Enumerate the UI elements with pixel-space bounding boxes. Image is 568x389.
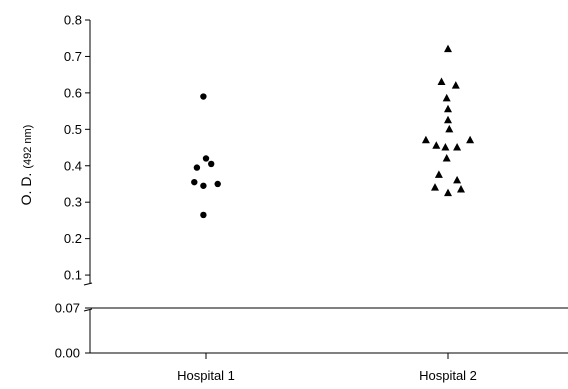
data-point-circle xyxy=(200,93,207,100)
y-tick-label: 0.2 xyxy=(64,231,82,246)
data-point-triangle xyxy=(457,184,465,193)
data-point-triangle xyxy=(444,104,452,113)
y-tick-label: 0.07 xyxy=(55,301,80,316)
axes xyxy=(83,20,568,354)
y-tick-label: 0.1 xyxy=(64,268,82,283)
y-tick-label: 0.00 xyxy=(55,346,80,361)
data-point-triangle xyxy=(421,135,430,144)
data-point-circle xyxy=(191,178,198,186)
data-point-circle xyxy=(193,164,201,171)
data-point-triangle xyxy=(445,124,454,133)
data-point-triangle xyxy=(442,93,451,102)
data-point-circle xyxy=(202,155,210,162)
y-axis-label-main: O. D. xyxy=(18,173,34,206)
data-point-triangle xyxy=(466,135,475,144)
x-categories: Hospital 1 Hospital 2 xyxy=(177,353,477,383)
y-axis-label-unit: (492 nm) xyxy=(22,125,34,169)
data-point-triangle xyxy=(441,143,450,151)
y-tick-label: 0.4 xyxy=(64,158,82,173)
y-ticks-lower: 0.00 0.07 xyxy=(55,301,90,361)
data-point-triangle xyxy=(434,170,443,178)
data-point-triangle xyxy=(444,188,452,197)
data-point-triangle xyxy=(451,81,460,89)
data-point-triangle xyxy=(453,175,462,184)
y-tick-label: 0.3 xyxy=(64,195,82,210)
data-point-triangle xyxy=(431,183,439,191)
x-category-label: Hospital 1 xyxy=(177,368,235,383)
y-tick-label: 0.6 xyxy=(64,85,82,100)
data-point-circle xyxy=(214,180,221,188)
data-point-triangle xyxy=(437,77,446,85)
data-point-triangle xyxy=(453,143,462,151)
y-axis-label: O. D. (492 nm) xyxy=(18,125,34,206)
x-category-label: Hospital 2 xyxy=(419,368,477,383)
data-point-triangle xyxy=(442,153,451,162)
axis-break-lower xyxy=(83,308,93,312)
data-point-triangle xyxy=(432,141,441,149)
data-point-triangle xyxy=(444,44,452,53)
y-tick-label: 0.5 xyxy=(64,122,82,137)
y-ticks-upper: 0.1 0.2 0.3 0.4 0.5 0.6 0.7 0.8 xyxy=(64,13,90,283)
y-tick-label: 0.8 xyxy=(64,13,82,28)
data-point-triangle xyxy=(444,115,452,124)
data-points xyxy=(191,44,475,219)
axis-break-upper xyxy=(83,282,93,286)
y-tick-label: 0.7 xyxy=(64,49,82,64)
data-point-circle xyxy=(208,160,215,168)
data-point-circle xyxy=(200,182,207,189)
data-point-circle xyxy=(200,211,207,219)
